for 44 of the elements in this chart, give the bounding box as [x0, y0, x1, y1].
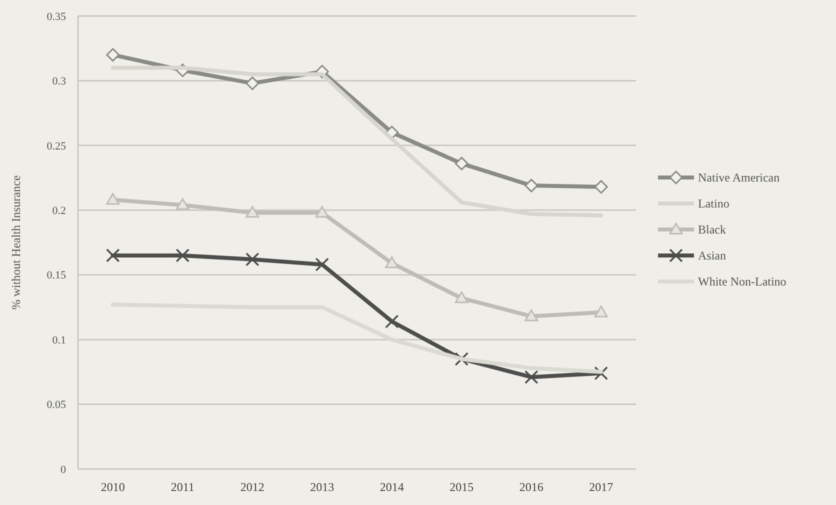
x-tick-label: 2017 [589, 480, 614, 494]
point [524, 178, 538, 192]
point [106, 248, 120, 262]
legend-label: Asian [698, 248, 726, 263]
legend-label: Latino [698, 196, 730, 211]
point [524, 310, 538, 322]
point [246, 206, 260, 218]
x-tick-label: 2012 [240, 480, 264, 494]
point [454, 291, 468, 304]
point [106, 193, 120, 205]
y-tick-label: 0.05 [46, 399, 66, 412]
point [594, 306, 608, 318]
point [176, 248, 190, 262]
y-tick-label: 0.3 [52, 76, 66, 88]
y-axis-title: % without Health Insurance [9, 175, 23, 310]
y-tick-label: 0.25 [46, 140, 66, 152]
point [524, 370, 538, 384]
x-tick-label: 2016 [519, 480, 544, 494]
point [176, 198, 190, 210]
point [454, 352, 469, 366]
x-tick-label: 2010 [100, 480, 125, 494]
y-tick-label: 0.15 [46, 270, 66, 282]
y-tick-label: 0.1 [52, 334, 66, 346]
point [245, 252, 260, 266]
legend-label: Black [698, 222, 726, 237]
x-tick-label: 2014 [380, 480, 404, 494]
y-tick-label: 0 [60, 464, 66, 476]
point [385, 256, 399, 268]
point [246, 76, 260, 90]
y-tick-label: 0.2 [52, 204, 66, 217]
point [594, 180, 608, 194]
x-tick-label: 2015 [450, 480, 474, 494]
point [315, 258, 330, 272]
point [106, 48, 120, 62]
x-tick-label: 2013 [310, 480, 334, 494]
point [384, 314, 399, 328]
legend-label: White Non-Latino [698, 274, 786, 289]
line-series [110, 302, 604, 374]
point [315, 206, 329, 218]
y-tick-label: 0.35 [46, 10, 66, 23]
point [454, 156, 468, 170]
x-tick-label: 2011 [170, 480, 194, 494]
point [594, 366, 608, 380]
legend-label: Native American [698, 170, 780, 185]
